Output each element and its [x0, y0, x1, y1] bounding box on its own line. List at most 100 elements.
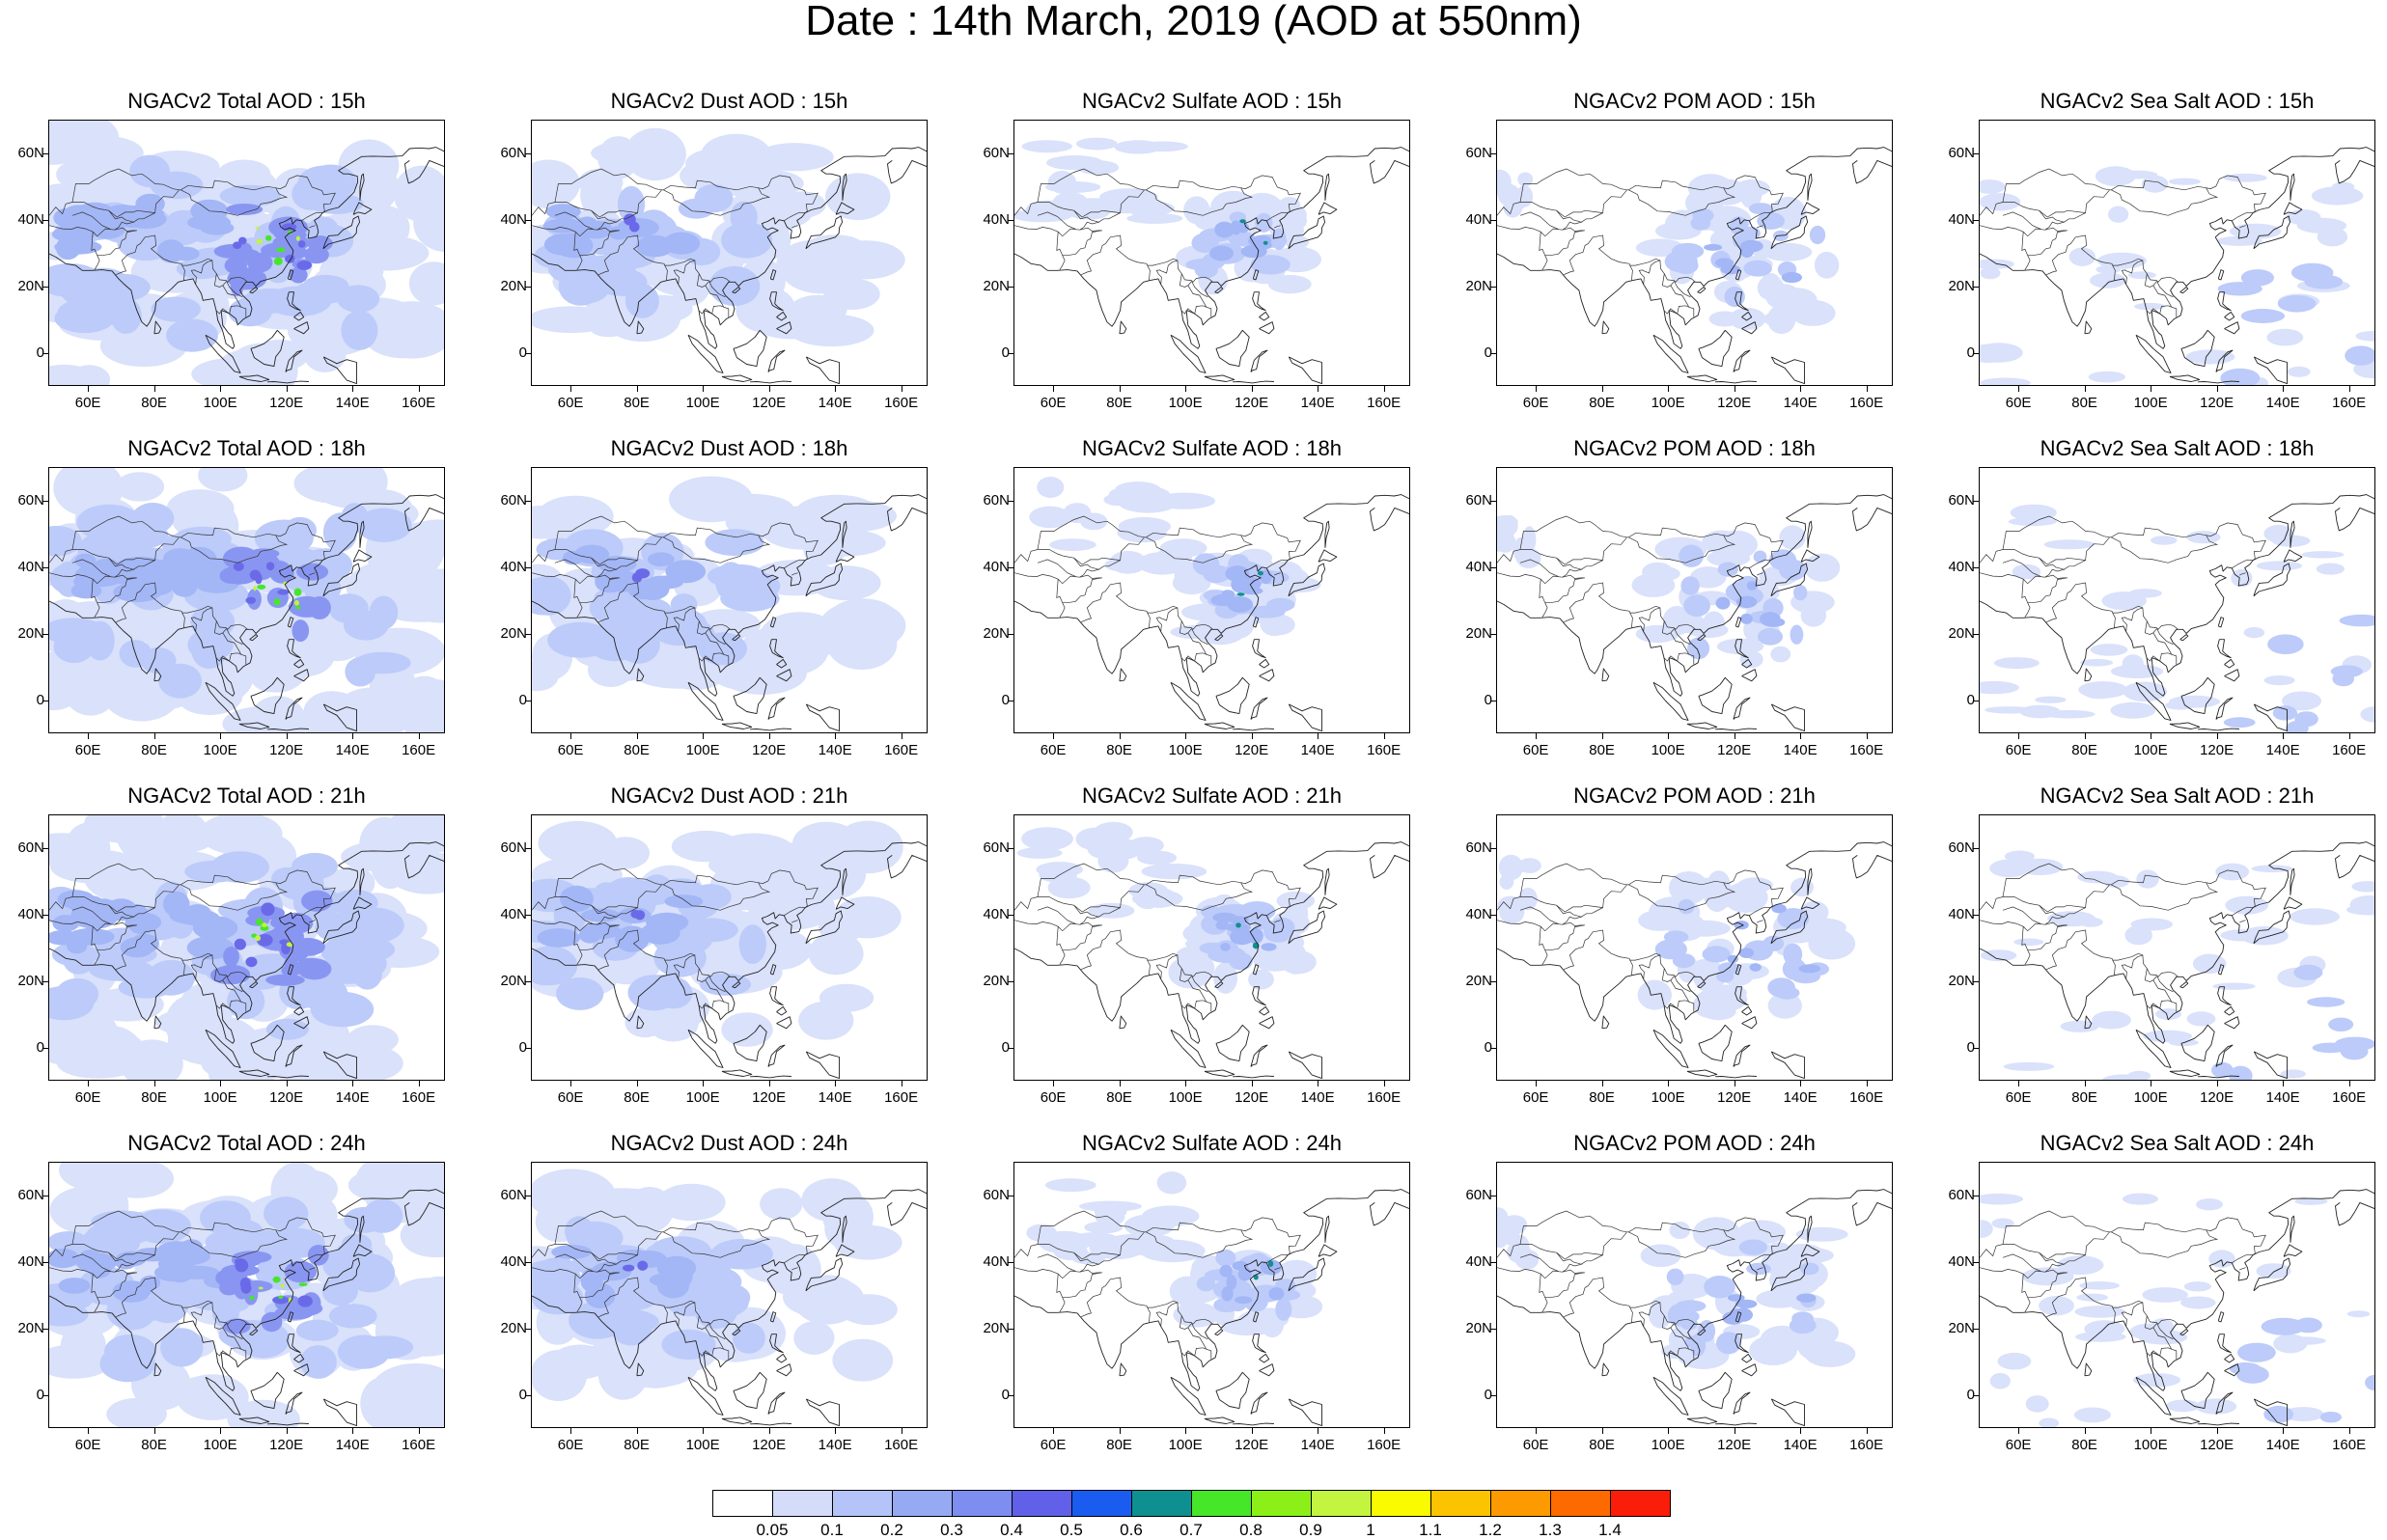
- aod-plume: [113, 582, 162, 602]
- country-border: [1059, 255, 1066, 270]
- country-border: [1564, 1277, 1696, 1325]
- country-border: [2155, 280, 2174, 298]
- country-border: [1147, 959, 1151, 976]
- coastline: [1370, 159, 1409, 184]
- coastline: [49, 494, 444, 697]
- country-border: [2064, 522, 2266, 570]
- lat-tick-label: 60N: [1948, 839, 1975, 856]
- aod-plume: [277, 589, 290, 595]
- aod-plume: [341, 310, 378, 350]
- aod-plume: [1664, 209, 1702, 239]
- coastline: [1852, 159, 1892, 184]
- aod-plume: [2185, 349, 2235, 365]
- coastline: [1698, 329, 1733, 368]
- country-border: [91, 1272, 137, 1299]
- aod-plume: [246, 642, 293, 693]
- aod-plume: [294, 280, 353, 304]
- country-border: [1757, 225, 1763, 229]
- coastline: [532, 494, 927, 697]
- coastline: [1250, 349, 1268, 372]
- aod-plume: [2141, 175, 2169, 193]
- aod-plume: [59, 1163, 150, 1194]
- aod-plume: [1762, 242, 1813, 261]
- lat-tick-label: 0: [36, 1038, 44, 1056]
- coastline: [2283, 896, 2303, 910]
- coastline: [1214, 634, 1224, 642]
- country-border: [705, 1327, 730, 1360]
- aod-plume: [296, 261, 313, 270]
- aod-plume: [635, 568, 651, 579]
- coastline: [1686, 374, 1718, 382]
- country-border: [591, 904, 618, 925]
- country-border: [708, 975, 726, 993]
- lon-tick-label: 160E: [402, 1437, 436, 1453]
- aod-plume: [356, 839, 427, 868]
- aod-shading: [1016, 821, 1317, 994]
- coastline: [1204, 1069, 1235, 1077]
- colorbar-box: [1371, 1490, 1431, 1517]
- country-border: [1564, 234, 1696, 283]
- country-border: [1146, 882, 1254, 911]
- country-border: [1980, 572, 2068, 585]
- aod-plume: [1735, 179, 1770, 197]
- lat-tick: [1490, 1328, 1496, 1330]
- lat-tick-label: 60N: [1465, 491, 1492, 509]
- coastline: [532, 147, 927, 349]
- lat-tick-label: 60N: [17, 839, 44, 856]
- coastline: [2224, 658, 2235, 669]
- lat-tick: [1008, 914, 1013, 916]
- aod-plume: [180, 982, 236, 1029]
- country-border: [1519, 559, 1559, 577]
- country-border: [1539, 230, 1585, 257]
- aod-plume: [1260, 1259, 1282, 1276]
- country-border: [71, 211, 111, 230]
- aod-plume: [2165, 1399, 2201, 1413]
- lat-tick: [1008, 352, 1013, 354]
- country-border: [1519, 1210, 1627, 1245]
- aod-plume: [793, 299, 837, 328]
- lat-tick-label: 60N: [500, 839, 527, 856]
- aod-plume: [808, 932, 864, 976]
- country-border: [1581, 869, 1784, 918]
- country-border: [1266, 1253, 1289, 1264]
- aod-plume: [295, 976, 348, 1010]
- aod-plume: [2251, 865, 2293, 873]
- country-border: [784, 906, 806, 917]
- coastline: [1770, 356, 1805, 385]
- country-border: [1187, 979, 1212, 1012]
- panel-title: NGACv2 POM AOD : 24h: [1573, 1131, 1816, 1155]
- country-border: [532, 1267, 620, 1279]
- aod-plume: [1715, 596, 1731, 610]
- country-border: [2159, 1347, 2172, 1357]
- aod-plume: [1257, 570, 1263, 576]
- aod-shading: [1980, 1193, 2374, 1427]
- aod-plume: [281, 964, 301, 977]
- aod-plume: [2035, 696, 2067, 703]
- country-border: [2064, 1217, 2266, 1265]
- aod-map-total: [49, 1163, 444, 1427]
- aod-plume: [2039, 1417, 2060, 1427]
- aod-map-total: [49, 815, 444, 1080]
- coastline: [1233, 1075, 1274, 1079]
- aod-plume: [163, 891, 190, 918]
- lon-tick: [1601, 1428, 1603, 1434]
- aod-plume: [1045, 1178, 1096, 1193]
- lat-tick: [1008, 566, 1013, 568]
- aod-plume: [2294, 1197, 2328, 1205]
- aod-plume: [2151, 536, 2178, 545]
- coastline: [1259, 1005, 1270, 1016]
- lon-tick: [220, 733, 222, 739]
- country-border: [591, 557, 618, 578]
- coastline: [1215, 1371, 1250, 1410]
- aod-plume: [2365, 1374, 2374, 1391]
- country-border: [2155, 975, 2174, 993]
- map-panel-sulfate-3: NGACv2 Sulfate AOD : 24h 60N 40N 20N 0 60E 80…: [965, 1131, 1448, 1459]
- aod-plume: [1250, 255, 1291, 275]
- coastline: [322, 356, 357, 385]
- aod-plume: [2180, 1296, 2216, 1309]
- lon-tick-label: 60E: [1040, 1437, 1067, 1453]
- lat-tick-label: 60N: [500, 491, 527, 509]
- aod-plume: [1212, 912, 1237, 922]
- aod-plume: [2012, 564, 2041, 580]
- lon-tick-label: 120E: [269, 742, 304, 758]
